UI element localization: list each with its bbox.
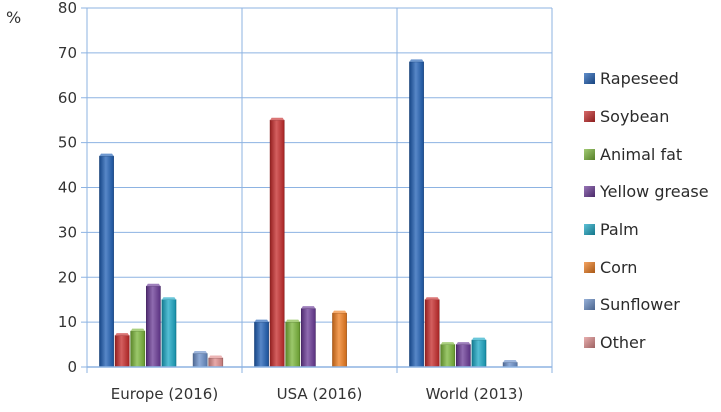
bar-body: [285, 321, 301, 368]
bar-top: [161, 297, 176, 300]
axes: [81, 7, 553, 373]
legend-item: Sunflower: [584, 286, 721, 324]
bar-top: [285, 319, 300, 323]
legend-item: Soybean: [584, 98, 721, 136]
bar-body: [424, 299, 440, 368]
y-tick-label: 50: [58, 134, 77, 152]
bar: [146, 283, 161, 368]
bar-top: [471, 337, 486, 341]
legend-swatch: [584, 73, 595, 85]
bar: [424, 297, 440, 368]
bar-top: [440, 342, 455, 345]
legend-label: Other: [600, 333, 646, 353]
bar: [455, 342, 471, 368]
bar-top: [130, 328, 145, 332]
bar: [502, 360, 518, 368]
bar-top: [99, 153, 114, 157]
bar-top: [193, 351, 208, 354]
legend-swatch: [584, 224, 595, 236]
bar-body: [192, 353, 208, 368]
bar: [99, 153, 114, 368]
legend-label: Animal fat: [600, 144, 683, 164]
bar: [300, 306, 316, 368]
bar: [471, 337, 487, 368]
y-tick-label: 40: [58, 179, 77, 197]
bar-body: [332, 312, 347, 368]
legend-label: Corn: [600, 257, 638, 277]
bar: [332, 310, 347, 368]
bar-body: [114, 335, 130, 368]
bar-top: [425, 297, 440, 300]
bar-body: [471, 339, 487, 368]
bar-body: [440, 344, 456, 368]
legend-swatch: [584, 111, 595, 123]
bar-body: [146, 285, 161, 368]
legend-swatch: [584, 299, 595, 311]
legend-item: Animal fat: [584, 135, 721, 173]
y-tick-label: 10: [58, 313, 77, 331]
bar-body: [409, 61, 424, 368]
bar-top: [254, 319, 269, 323]
y-axis-label: %: [6, 8, 22, 27]
y-tick-label: 30: [58, 223, 77, 241]
y-tick-label: 20: [58, 268, 77, 286]
legend-label: Soybean: [600, 107, 670, 127]
legend-swatch: [584, 261, 595, 273]
bar-top: [409, 59, 424, 62]
x-tick-label: USA (2016): [277, 385, 363, 403]
bar-body: [208, 357, 224, 368]
bar-body: [130, 330, 146, 368]
legend-swatch: [584, 337, 595, 349]
bar: [254, 319, 269, 368]
bar: [285, 319, 301, 368]
y-tick-label: 0: [67, 358, 77, 376]
legend-swatch: [584, 186, 595, 198]
bar-top: [270, 117, 285, 121]
bar-top: [208, 355, 223, 359]
legend-item: Palm: [584, 211, 721, 249]
x-tick-label: Europe (2016): [111, 385, 218, 403]
y-tick-label: 80: [58, 0, 77, 17]
legend-label: Palm: [600, 220, 639, 240]
legend-label: Rapeseed: [600, 69, 679, 89]
bar-body: [161, 299, 177, 368]
legend-item: Corn: [584, 248, 721, 286]
bar-top: [146, 283, 161, 287]
bar-body: [455, 344, 471, 368]
bar: [114, 333, 130, 368]
bars: [99, 59, 518, 368]
bar-top: [332, 310, 347, 314]
y-tick-label: 60: [58, 89, 77, 107]
x-tick-label: World (2013): [426, 385, 524, 403]
bar: [269, 117, 285, 368]
bar-top: [503, 360, 518, 363]
y-tick-label: 70: [58, 44, 77, 62]
bar-body: [254, 321, 269, 368]
legend-label: Yellow grease: [600, 182, 709, 202]
bar: [440, 342, 456, 368]
bar-body: [99, 155, 114, 368]
bar-top: [115, 333, 130, 336]
bar: [409, 59, 424, 368]
legend-swatch: [584, 148, 595, 160]
tick-labels: 0 10 20 30 40 50 60 70 80 Europe (2016) USA (2016)…: [58, 0, 523, 403]
bar: [130, 328, 146, 368]
legend: Rapeseed Soybean Animal fat Yellow grease Pa…: [584, 60, 721, 362]
bar-top: [301, 306, 316, 309]
legend-label: Sunflower: [600, 295, 680, 315]
bar-top: [456, 342, 471, 345]
bar-body: [269, 119, 285, 368]
bar: [192, 351, 208, 368]
legend-item: Other: [584, 324, 721, 362]
bar: [161, 297, 177, 368]
legend-item: Rapeseed: [584, 60, 721, 98]
bar-body: [300, 308, 316, 368]
bar: [208, 355, 224, 368]
legend-item: Yellow grease: [584, 173, 721, 211]
